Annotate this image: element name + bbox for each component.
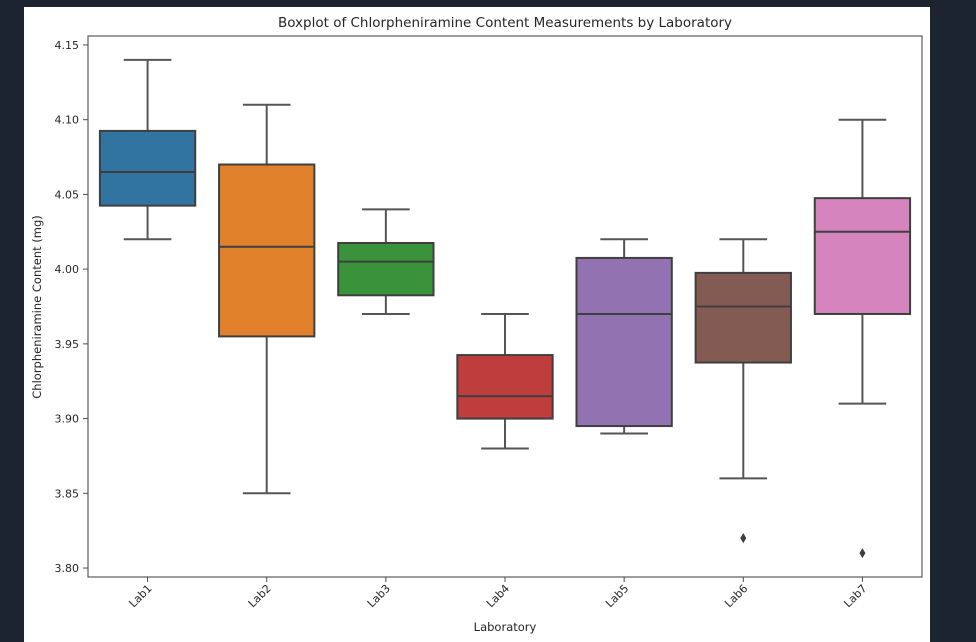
box-lab1 xyxy=(98,129,197,207)
box-lab7 xyxy=(813,197,912,315)
box-lab6 xyxy=(694,271,792,364)
y-tick-label: 3.80 xyxy=(55,562,80,575)
outlier-point xyxy=(740,533,747,544)
x-axis-label: Laboratory xyxy=(474,620,537,634)
box-lab2 xyxy=(218,163,316,338)
outlier-point xyxy=(859,548,866,559)
box-lab3 xyxy=(337,241,435,297)
y-tick-label: 3.85 xyxy=(55,487,80,500)
x-tick-label: Lab4 xyxy=(484,582,512,610)
y-tick-label: 3.95 xyxy=(55,338,80,351)
y-tick-label: 3.90 xyxy=(55,413,80,426)
x-tick-label: Lab7 xyxy=(841,582,869,610)
y-tick-label: 4.05 xyxy=(55,188,80,201)
y-tick-label: 4.10 xyxy=(55,114,80,127)
x-tick-label: Lab5 xyxy=(603,582,631,610)
box-lab4 xyxy=(456,354,554,420)
box-lab5 xyxy=(575,256,673,428)
x-tick-label: Lab1 xyxy=(127,582,155,610)
axes-frame xyxy=(87,35,923,578)
y-tick-label: 4.00 xyxy=(55,263,80,276)
y-tick-label: 4.15 xyxy=(55,39,80,52)
y-axis-label: Chlorpheniramine Content (mg) xyxy=(30,215,44,398)
plot-area: 3.80 3.85 3.90 3.95 4.00 4.05 4.10 4.15 Lab1 Lab2… xyxy=(55,35,923,610)
chart-title: Boxplot of Chlorpheniramine Content Meas… xyxy=(278,15,732,31)
x-tick-label: Lab3 xyxy=(365,582,393,610)
x-tick-label: Lab2 xyxy=(246,582,274,610)
x-tick-label: Lab6 xyxy=(722,582,750,610)
